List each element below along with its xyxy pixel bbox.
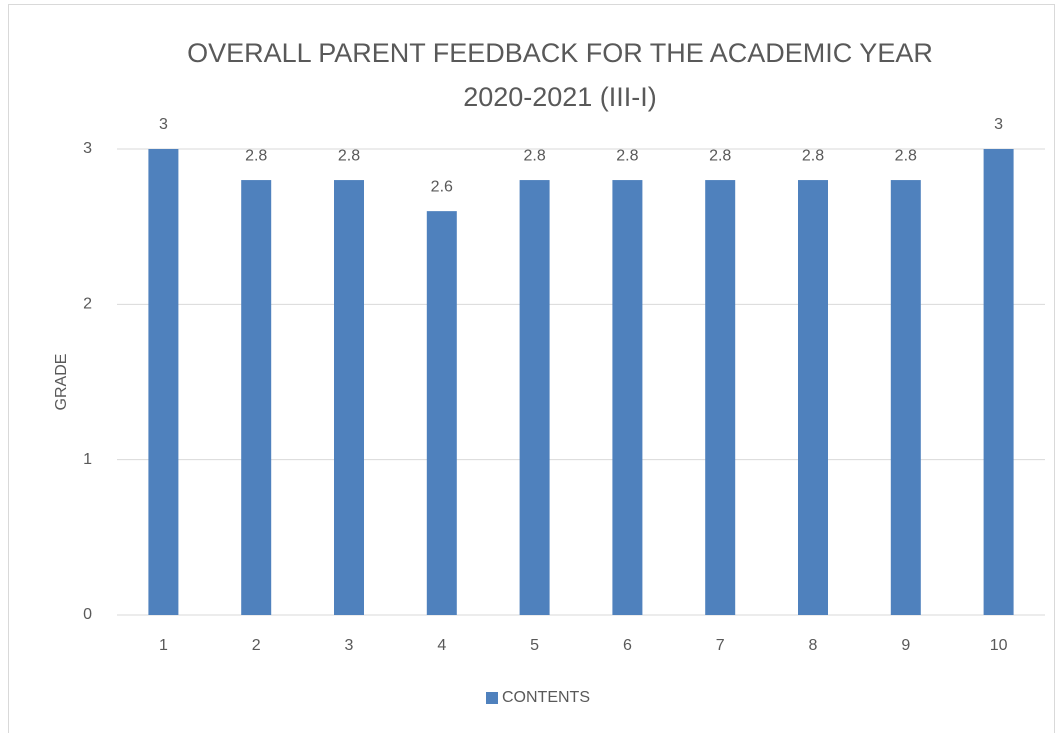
x-tick-label: 7 [716,637,725,654]
bar [705,180,736,616]
data-label: 3 [994,116,1003,133]
x-tick-label: 10 [990,637,1008,654]
data-label: 2.8 [802,147,824,164]
x-tick-label: 9 [901,637,910,654]
bar [612,180,643,616]
data-label: 2.8 [616,147,638,164]
legend-swatch [486,692,498,704]
data-label: 2.8 [523,147,545,164]
legend-label: CONTENTS [502,689,590,706]
data-label: 2.8 [709,147,731,164]
bar [241,180,272,616]
x-tick-label: 3 [345,637,354,654]
bar [148,149,179,615]
x-tick-label: 1 [159,637,168,654]
data-label: 3 [159,116,168,133]
x-tick-label: 4 [437,637,446,654]
data-label: 2.8 [895,147,917,164]
chart-title: 2020-2021 (III-I) [463,82,657,112]
data-label: 2.6 [431,178,453,195]
bar [983,149,1014,615]
y-tick-label: 2 [83,296,92,313]
x-tick-label: 8 [809,637,818,654]
x-tick-label: 6 [623,637,632,654]
x-tick-label: 5 [530,637,539,654]
data-label: 2.8 [338,147,360,164]
y-tick-label: 1 [83,451,92,468]
bar [519,180,550,616]
bar [334,180,364,616]
bar [426,211,457,615]
bar [798,180,828,616]
data-label: 2.8 [245,147,267,164]
bar [890,180,921,616]
y-tick-label: 3 [83,140,92,157]
x-tick-label: 2 [252,637,261,654]
y-tick-label: 0 [83,606,92,623]
y-axis-label: GRADE [53,354,70,411]
chart-title: OVERALL PARENT FEEDBACK FOR THE ACADEMIC… [187,38,933,68]
